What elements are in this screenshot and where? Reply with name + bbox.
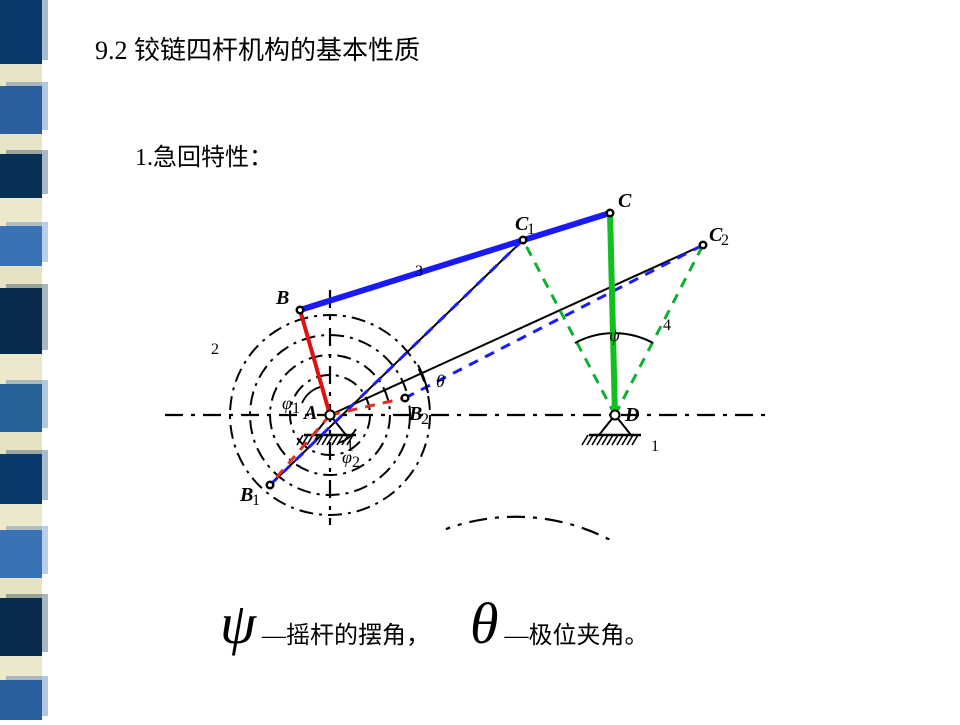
psi-description: —摇杆的摆角， [262, 615, 430, 650]
subsection-title: 1.急回特性： [135, 137, 945, 172]
svg-text:D: D [624, 404, 639, 426]
svg-text:C: C [618, 190, 632, 212]
svg-text:1: 1 [527, 221, 535, 238]
theta-description: —极位夹角。 [505, 615, 649, 650]
psi-symbol: ψ [220, 590, 256, 657]
svg-text:A: A [302, 402, 317, 424]
svg-text:4: 4 [663, 317, 671, 334]
svg-text:1: 1 [651, 438, 659, 455]
svg-text:ψ: ψ [609, 325, 621, 345]
slide-content: 9.2 铰链四杆机构的基本性质 1.急回特性： ABCDB1B2C1C23241… [95, 30, 945, 545]
mechanism-diagram: ABCDB1B2C1C232411φ1φ2θψ [155, 180, 945, 545]
svg-text:1: 1 [292, 400, 300, 417]
svg-text:B: B [275, 287, 289, 309]
sidebar-decoration [0, 0, 60, 720]
svg-text:2: 2 [352, 454, 360, 471]
svg-text:2: 2 [721, 232, 729, 249]
svg-text:3: 3 [415, 263, 423, 280]
symbol-legend: ψ —摇杆的摆角， θ —极位夹角。 [220, 590, 649, 657]
theta-symbol: θ [470, 590, 499, 657]
svg-text:θ: θ [436, 371, 445, 391]
svg-text:2: 2 [211, 341, 219, 358]
svg-text:φ: φ [342, 447, 352, 467]
svg-text:1: 1 [252, 492, 260, 509]
svg-text:2: 2 [421, 411, 429, 428]
section-title: 9.2 铰链四杆机构的基本性质 [95, 30, 945, 67]
svg-text:φ: φ [282, 393, 292, 413]
